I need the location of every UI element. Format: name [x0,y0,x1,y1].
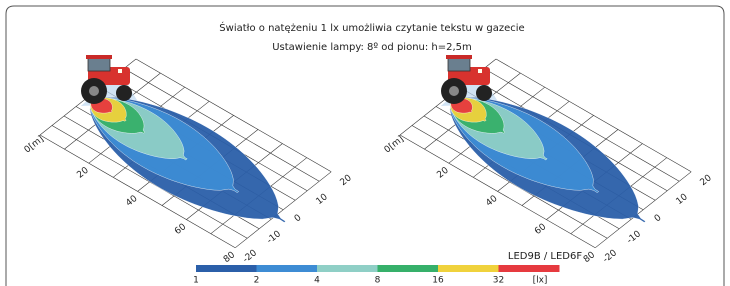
legend-band [378,265,439,272]
legend-label: 16 [432,276,444,286]
distance-label: 60 [533,222,548,237]
legend-band [257,265,318,272]
distance-label: 60 [173,222,188,237]
tractor-wheel [116,85,132,101]
legend-title: LED9B / LED6F [508,251,582,262]
tractor-roof [86,55,112,59]
legend-band [438,265,499,272]
distance-label: 40 [124,194,139,209]
legend-label: 4 [314,276,320,286]
lateral-label: 0 [293,213,304,225]
distance-label: 20 [436,165,451,180]
title: Światło o natężeniu 1 lx umożliwia czyta… [219,21,524,34]
tractor-wheel [476,85,492,101]
distance-label: 0[m] [383,134,406,155]
distance-label: 20 [76,165,91,180]
legend-label: 1 [193,276,199,286]
lateral-label: 10 [675,192,690,207]
tractor-cab [448,57,470,71]
lateral-label: 20 [339,173,354,188]
legend-label: 8 [375,276,381,286]
distance-label: 40 [484,194,499,209]
legend-unit: [lx] [533,276,548,286]
tractor-wheel [89,86,99,96]
distance-label: 80 [582,250,597,265]
legend-band [499,265,560,272]
tractor-lamp [118,69,122,73]
tractor-wheel [449,86,459,96]
lateral-label: -20 [241,248,259,265]
legend-label: 2 [254,276,260,286]
lateral-label: 10 [315,192,330,207]
lateral-label: -10 [265,229,283,246]
distance-label: 0[m] [23,134,46,155]
subtitle: Ustawienie lampy: 8º od pionu: h=2,5m [272,42,472,53]
legend-band [317,265,378,272]
distance-label: 80 [222,250,237,265]
lateral-label: -10 [625,229,643,246]
legend-band [196,265,257,272]
lateral-label: 0 [653,213,664,225]
tractor-lamp [478,69,482,73]
tractor-cab [88,57,110,71]
tractor-roof [446,55,472,59]
legend-label: 32 [493,276,504,286]
lateral-label: -20 [601,248,619,265]
lateral-label: 20 [699,173,714,188]
page: Światło o natężeniu 1 lx umożliwia czyta… [0,0,730,286]
